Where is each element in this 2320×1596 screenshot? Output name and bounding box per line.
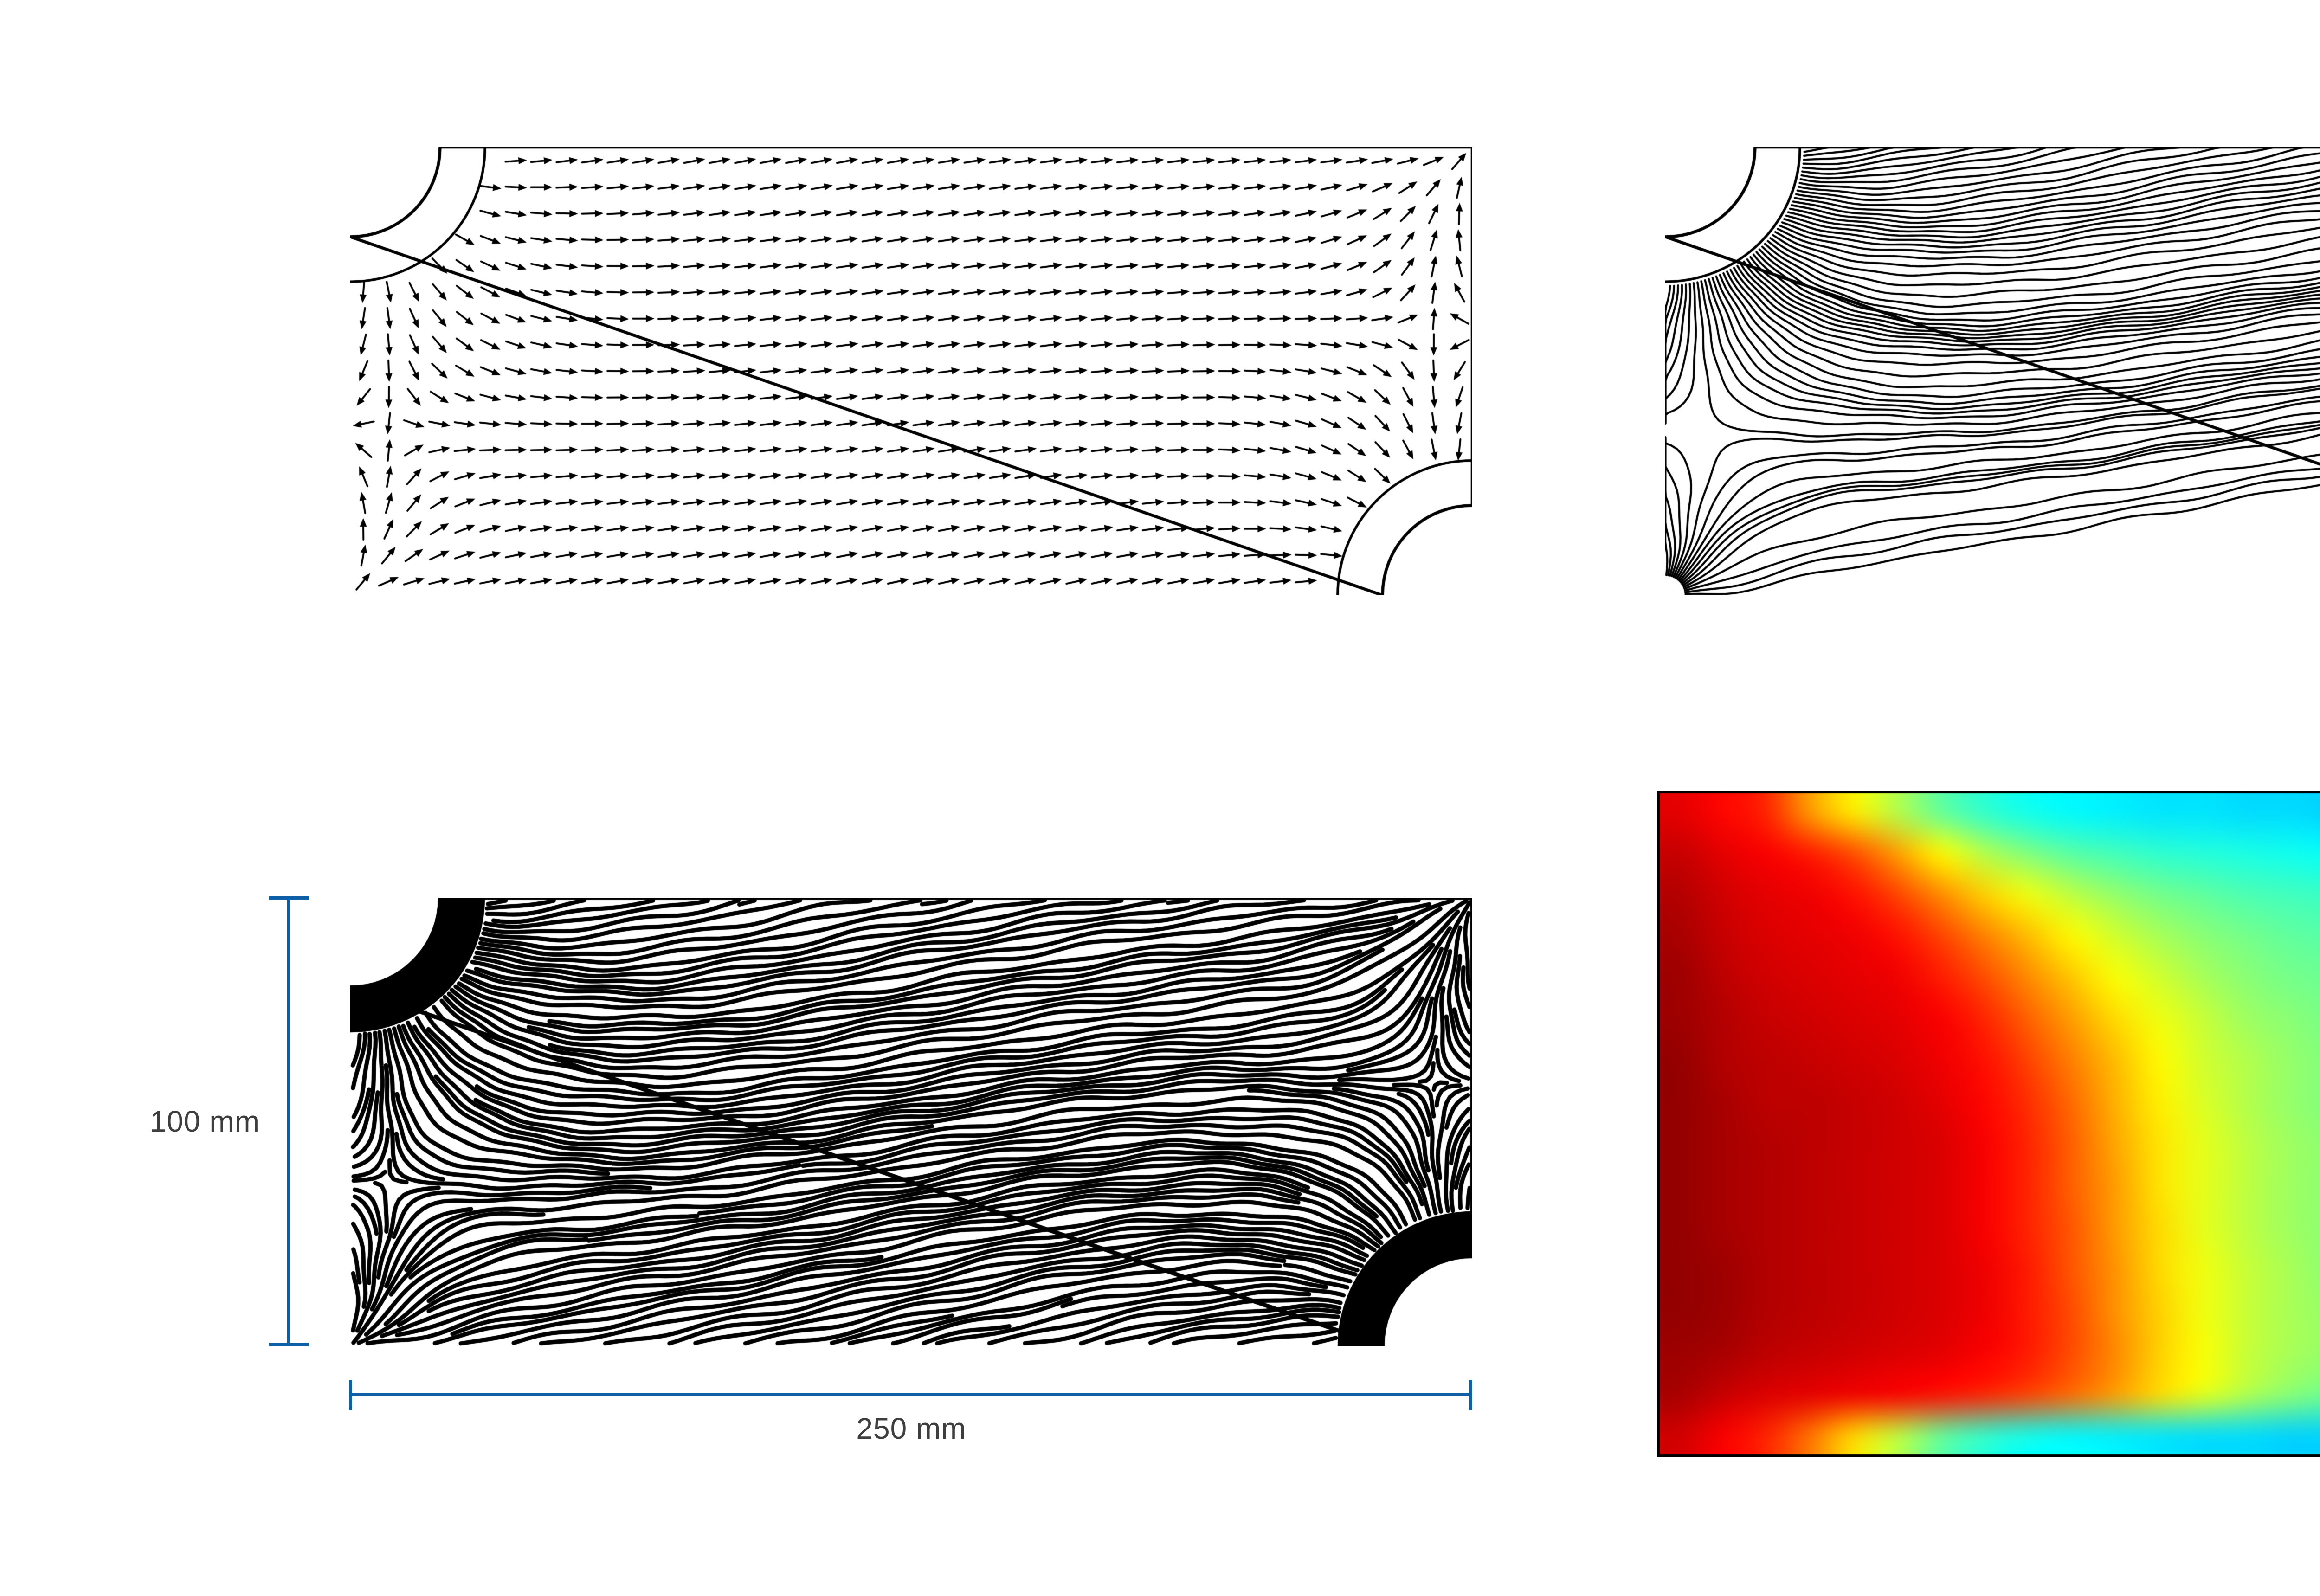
width-dimension-label: 250 mm <box>856 1412 967 1445</box>
width-dimension-tick-left <box>349 1380 352 1410</box>
panel-stress-trajectories <box>1665 147 2320 595</box>
panel-principal-stress-quiver <box>350 147 1472 595</box>
height-dimension-line <box>287 898 290 1346</box>
width-dimension-tick-right <box>1469 1380 1472 1410</box>
height-dimension-tick-top <box>269 896 309 900</box>
width-dimension-line <box>350 1393 1472 1396</box>
height-dimension-label: 100 mm <box>149 1105 260 1138</box>
panel-infill-toolpath <box>350 898 1472 1346</box>
panel-stress-heatmap <box>1657 791 2320 1457</box>
height-dimension-tick-bottom <box>269 1343 309 1346</box>
